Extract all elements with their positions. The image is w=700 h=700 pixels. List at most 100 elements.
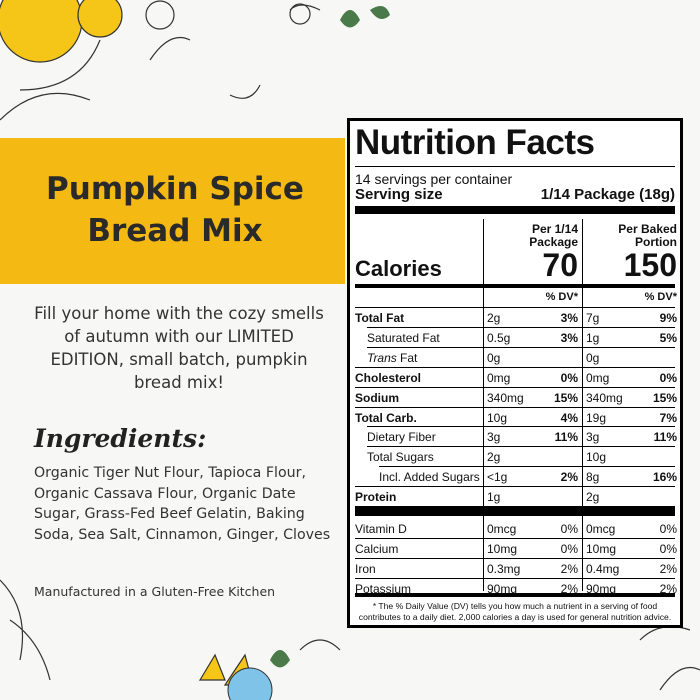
daily-value: 9% bbox=[659, 311, 677, 325]
rule bbox=[379, 466, 675, 468]
daily-value: 2% bbox=[560, 470, 578, 485]
nutrient-name: Fat bbox=[400, 350, 418, 365]
amount: 0g bbox=[586, 350, 600, 365]
rule bbox=[367, 326, 675, 328]
daily-value: 11% bbox=[653, 430, 677, 445]
rule bbox=[367, 346, 675, 348]
amount: 10g bbox=[487, 410, 508, 425]
rule bbox=[355, 166, 675, 167]
daily-value: 11% bbox=[554, 430, 578, 445]
rule bbox=[355, 386, 675, 388]
daily-value: 5% bbox=[659, 330, 677, 345]
rule bbox=[355, 537, 675, 539]
amount: 10mg bbox=[586, 541, 617, 556]
daily-value: 15% bbox=[652, 390, 677, 405]
nutrient-name: Protein bbox=[355, 490, 397, 505]
amount: 2g bbox=[487, 311, 501, 325]
daily-value: 0% bbox=[659, 370, 677, 385]
amount: 0mcg bbox=[586, 522, 616, 536]
amount: 1g bbox=[586, 330, 600, 345]
daily-value: 3% bbox=[560, 311, 578, 325]
amount: 10mg bbox=[487, 541, 518, 556]
kitchen-note: Manufactured in a Gluten-Free Kitchen bbox=[34, 584, 276, 599]
nutrient-name: Vitamin D bbox=[355, 522, 407, 536]
serving-size: 1/14 Package (18g) bbox=[540, 186, 675, 203]
nutrition-facts: Nutrition Facts 14 servings per container… bbox=[347, 118, 683, 628]
product-title: Pumpkin Spice Bread Mix bbox=[46, 171, 304, 249]
amount: 0.5g bbox=[487, 330, 511, 345]
nutrient-name: Potassium bbox=[355, 581, 412, 596]
rule bbox=[582, 219, 583, 591]
nutrient-name: Calcium bbox=[355, 541, 399, 556]
rule bbox=[355, 406, 675, 408]
amount: 90mg bbox=[586, 581, 617, 596]
ingredients: Organic Tiger Nut Flour, Tapioca Flour, … bbox=[34, 465, 331, 543]
calories-label: Calories bbox=[355, 256, 442, 281]
amount: 10g bbox=[586, 450, 607, 465]
nutrient-name: Iron bbox=[355, 561, 376, 576]
rule bbox=[355, 366, 675, 368]
nutrient-name: Dietary Fiber bbox=[367, 430, 436, 445]
amount: 90mg bbox=[487, 581, 518, 596]
rule bbox=[355, 593, 675, 597]
rule bbox=[355, 206, 675, 214]
amount: 0.4mg bbox=[586, 561, 620, 576]
rule bbox=[355, 577, 675, 579]
rule bbox=[355, 284, 675, 288]
daily-value: 3% bbox=[560, 330, 578, 345]
nutrient-name: Total Sugars bbox=[367, 450, 434, 465]
footnote: * The % Daily Value (DV) tells you how m… bbox=[358, 601, 672, 622]
amount: 3g bbox=[487, 430, 501, 445]
amount: 340mg bbox=[487, 390, 524, 405]
column-header: Per 1/14 Package bbox=[529, 222, 578, 249]
nf-title: Nutrition Facts bbox=[355, 123, 595, 162]
description: Fill your home with the cozy smells of a… bbox=[34, 304, 324, 392]
nutrient-name: Sodium bbox=[355, 390, 399, 405]
dv-header: % DV* bbox=[644, 291, 677, 303]
rule bbox=[367, 446, 675, 448]
rule bbox=[483, 219, 484, 591]
amount: 3g bbox=[586, 430, 600, 445]
servings: 14 servings per container bbox=[355, 171, 513, 187]
amount: 1g bbox=[487, 490, 501, 505]
nutrient-name: Saturated Fat bbox=[367, 330, 440, 345]
daily-value: 0% bbox=[659, 541, 677, 556]
ingredients-heading: Ingredients: bbox=[34, 424, 207, 453]
daily-value: 2% bbox=[560, 561, 578, 576]
amount: 2g bbox=[586, 490, 600, 505]
calories-value: 150 bbox=[623, 247, 677, 283]
amount: 0mg bbox=[487, 370, 511, 385]
rule bbox=[355, 557, 675, 559]
title-banner bbox=[0, 138, 345, 284]
daily-value: 0% bbox=[560, 522, 578, 536]
calories-value: 70 bbox=[542, 247, 578, 283]
amount: 0g bbox=[487, 350, 501, 365]
amount: <1g bbox=[487, 470, 508, 485]
amount: 0mg bbox=[586, 370, 610, 385]
nutrient-name: Total Carb. bbox=[355, 410, 417, 425]
daily-value: 0% bbox=[560, 541, 578, 556]
amount: 0mcg bbox=[487, 522, 517, 536]
daily-value: 4% bbox=[560, 410, 578, 425]
amount: 2g bbox=[487, 450, 501, 465]
column-header: Per Baked Portion bbox=[618, 222, 677, 249]
amount: 8g bbox=[586, 470, 600, 485]
daily-value: 0% bbox=[659, 522, 677, 536]
serving-size-label: Serving size bbox=[355, 186, 443, 203]
amount: 19g bbox=[586, 410, 607, 425]
daily-value: 2% bbox=[659, 561, 677, 576]
rule bbox=[355, 486, 675, 488]
nutrient-name: Trans bbox=[367, 350, 397, 365]
daily-value: 7% bbox=[659, 410, 677, 425]
nutrient-name: Incl. Added Sugars bbox=[379, 470, 480, 485]
amount: 340mg bbox=[586, 390, 623, 405]
daily-value: 2% bbox=[659, 581, 677, 596]
rule bbox=[367, 426, 675, 428]
rule bbox=[355, 307, 675, 308]
daily-value: 0% bbox=[560, 370, 578, 385]
amount: 0.3mg bbox=[487, 561, 521, 576]
daily-value: 2% bbox=[560, 581, 578, 596]
amount: 7g bbox=[586, 311, 600, 325]
